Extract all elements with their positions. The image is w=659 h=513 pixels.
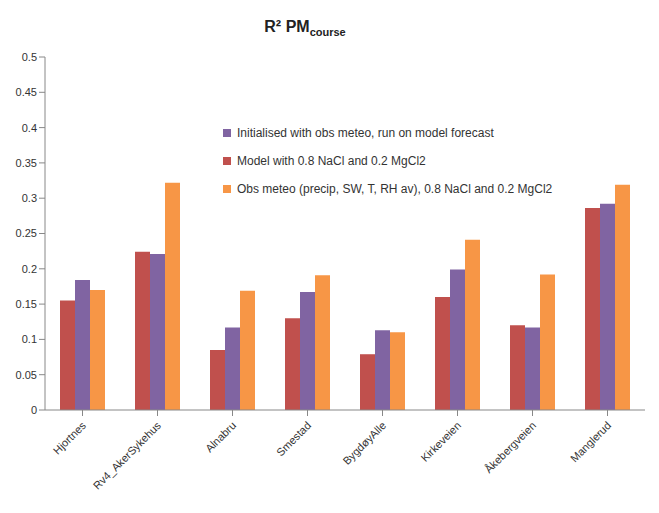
svg-text:Kirkeveien: Kirkeveien [418, 419, 463, 464]
svg-text:Rv4_AkerSykehus: Rv4_AkerSykehus [91, 419, 164, 492]
svg-text:0: 0 [31, 404, 37, 416]
html-text:R² PMcourse: R² PMcourse [264, 18, 346, 39]
svg-text:Hjortnes: Hjortnes [51, 419, 89, 457]
svg-text:0.25: 0.25 [16, 227, 37, 239]
svg-text:0.45: 0.45 [16, 86, 37, 98]
svg-text:0.35: 0.35 [16, 157, 37, 169]
html-text:Obs meteo (precip, SW, T, RH a: Obs meteo (precip, SW, T, RH av), 0.8 Na… [237, 182, 553, 196]
svg-text:Manglerud: Manglerud [568, 419, 613, 464]
svg-text:0.5: 0.5 [22, 51, 37, 63]
svg-text:BygdøyAlle: BygdøyAlle [340, 419, 388, 467]
svg-text:0.3: 0.3 [22, 192, 37, 204]
html-text:Initialised with obs meteo, ru: Initialised with obs meteo, run on model… [237, 126, 494, 140]
html-text:Model with 0.8 NaCl and 0.2 Mg: Model with 0.8 NaCl and 0.2 MgCl2 [237, 154, 426, 168]
svg-text:0.15: 0.15 [16, 298, 37, 310]
svg-text:Smestad: Smestad [274, 419, 313, 458]
svg-text:Åkebergveien: Åkebergveien [482, 419, 538, 475]
svg-text:0.1: 0.1 [22, 333, 37, 345]
svg-text:0.2: 0.2 [22, 263, 37, 275]
svg-text:0.4: 0.4 [22, 122, 37, 134]
svg-text:Alnabru: Alnabru [203, 419, 238, 454]
svg-text:0.05: 0.05 [16, 369, 37, 381]
